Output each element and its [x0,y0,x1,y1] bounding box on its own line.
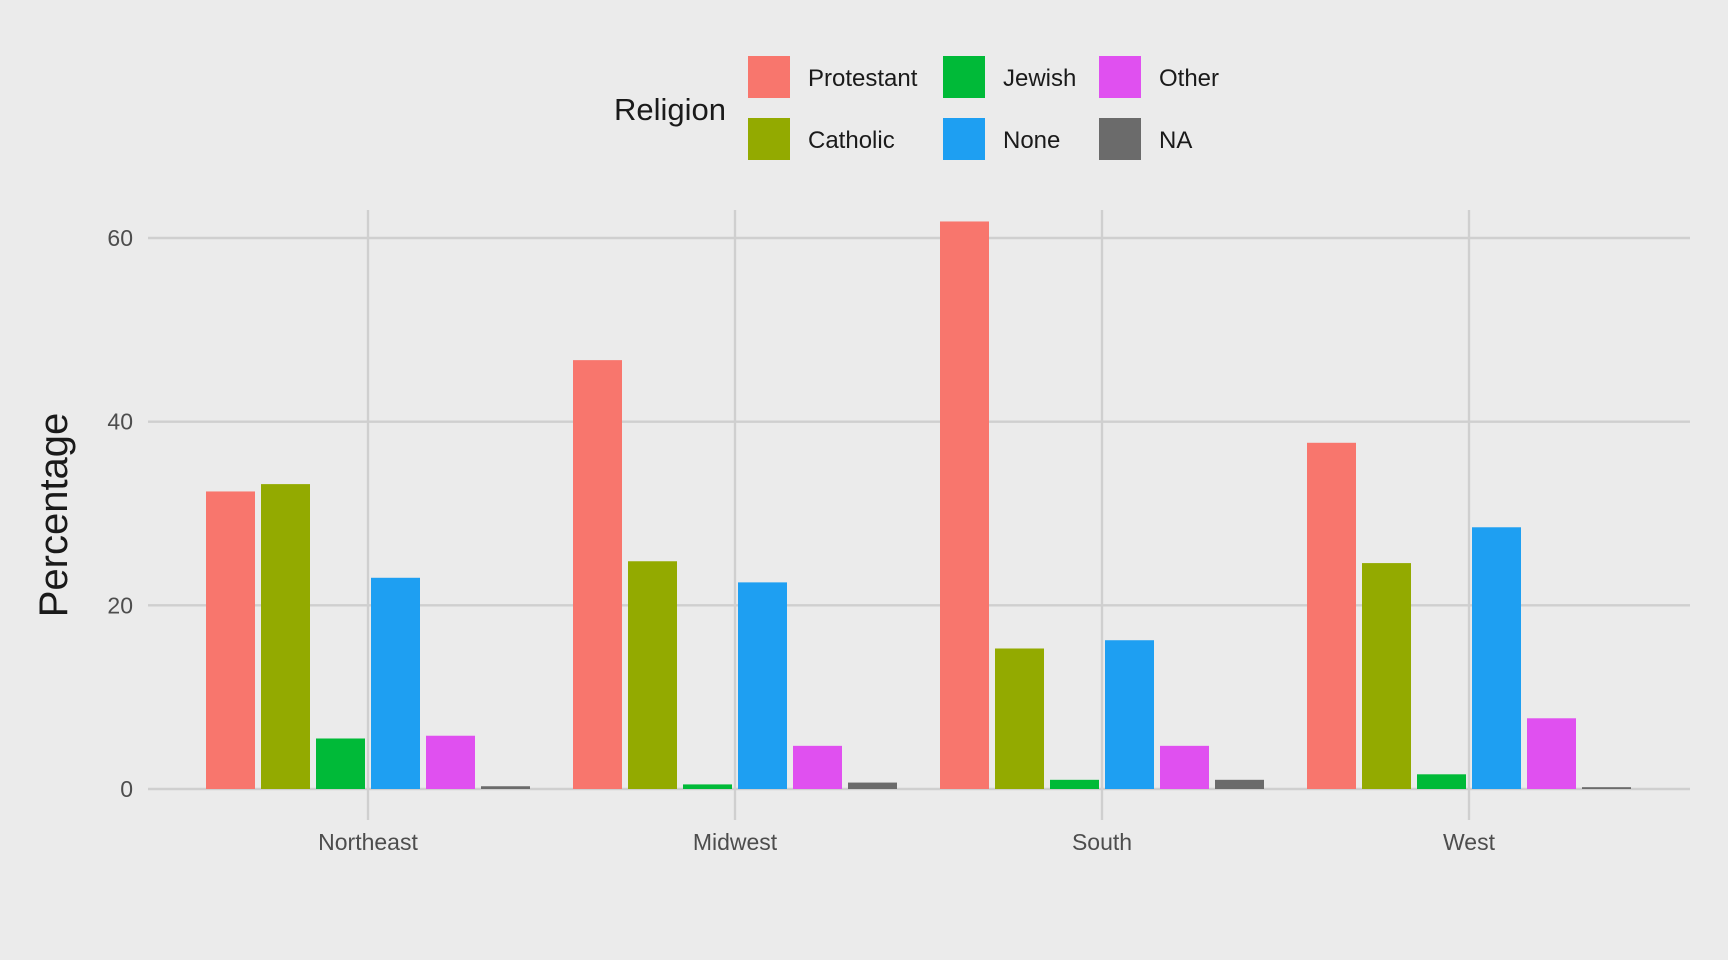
x-axis-ticks: Northeast Midwest South West [318,829,1495,855]
bars [206,221,1631,790]
legend-key-protestant [748,56,790,98]
x-tick-label: West [1443,829,1496,855]
bar-none-south [1105,640,1154,789]
bar-catholic-midwest [628,561,677,789]
bar-none-northeast [371,577,420,789]
legend-key-na [1099,118,1141,160]
bar-protestant-south [940,221,989,790]
y-tick-label: 60 [107,225,133,251]
bar-protestant-west [1307,442,1356,789]
bar-na-midwest [848,782,897,789]
legend: Religion Protestant Catholic Jewish None Oth… [614,56,1219,160]
legend-label-other: Other [1159,65,1219,92]
bar-other-south [1160,745,1209,789]
bar-protestant-northeast [206,491,255,789]
bar-protestant-midwest [573,360,622,789]
x-tick-label: South [1072,829,1132,855]
bar-none-west [1472,527,1521,789]
bar-na-west [1582,787,1631,789]
legend-label-na: NA [1159,127,1192,154]
bar-jewish-south [1050,779,1099,789]
bar-jewish-midwest [683,784,732,789]
bar-catholic-northeast [261,484,310,789]
legend-label-catholic: Catholic [808,127,895,154]
legend-title: Religion [614,92,726,127]
x-tick-label: Midwest [693,829,778,855]
legend-key-catholic [748,118,790,160]
bar-jewish-northeast [316,738,365,789]
bar-jewish-west [1417,774,1466,789]
bar-none-midwest [738,582,787,789]
bar-catholic-south [995,648,1044,789]
y-tick-label: 0 [120,776,133,802]
bar-other-northeast [426,735,475,789]
y-axis-ticks: 0 20 40 60 [107,225,133,802]
y-axis-title: Percentage [32,413,76,618]
legend-label-protestant: Protestant [808,65,918,92]
y-tick-label: 40 [107,409,133,435]
bar-na-northeast [481,786,530,789]
bar-catholic-west [1362,563,1411,789]
legend-label-jewish: Jewish [1003,65,1076,92]
legend-label-none: None [1003,127,1060,154]
bar-other-west [1527,718,1576,789]
y-tick-label: 20 [107,592,133,618]
legend-key-jewish [943,56,985,98]
x-tick-label: Northeast [318,829,418,855]
bar-other-midwest [793,745,842,789]
legend-key-none [943,118,985,160]
legend-key-other [1099,56,1141,98]
bar-na-south [1215,779,1264,789]
